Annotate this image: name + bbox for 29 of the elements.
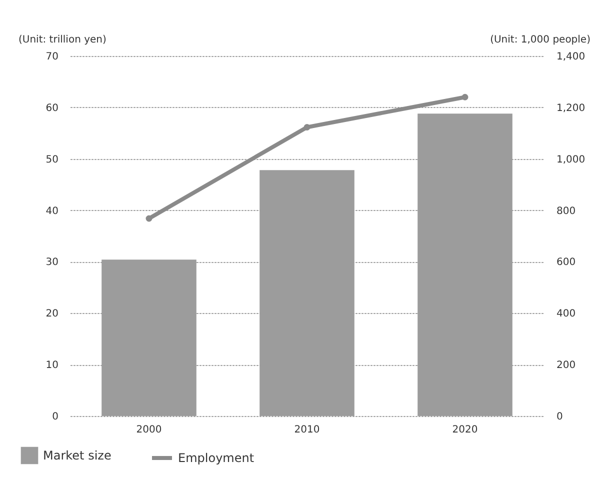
y-tick-label: 30	[46, 257, 58, 268]
y-tick-label: 50	[46, 154, 58, 166]
y-tick-label: 60	[46, 102, 58, 114]
y-tick-label: 40	[46, 206, 58, 217]
y-tick-label: 70	[46, 52, 58, 62]
x-tick-label: 2020	[452, 424, 478, 436]
bar	[418, 114, 512, 416]
y2-tick-label: 1,400	[556, 52, 586, 62]
bar	[260, 170, 354, 416]
point	[146, 215, 152, 222]
point	[462, 94, 468, 100]
point	[304, 124, 310, 130]
y2-tick-label: 0	[556, 412, 563, 422]
y-tick-label: 10	[46, 360, 58, 372]
y-axis-title: (Unit: trillion yen)	[18, 34, 106, 46]
y2-tick-label: 400	[556, 308, 576, 320]
y2-axis-title: (Unit: 1,000 people)	[490, 34, 591, 46]
legend-label: Employment	[178, 451, 254, 465]
legend-label: Market size	[43, 448, 112, 462]
y2-tick-label: 600	[556, 257, 576, 268]
y2-tick-label: 800	[556, 206, 576, 217]
x-tick-label: 2010	[294, 424, 320, 436]
y2-tick-label: 1,200	[556, 102, 586, 114]
y-tick-label: 20	[46, 308, 58, 320]
y2-tick-label: 1,000	[556, 154, 586, 166]
y2-tick-label: 200	[556, 360, 576, 372]
bar	[102, 260, 196, 416]
x-tick-label: 2000	[136, 424, 162, 436]
y-tick-label: 0	[52, 412, 58, 422]
